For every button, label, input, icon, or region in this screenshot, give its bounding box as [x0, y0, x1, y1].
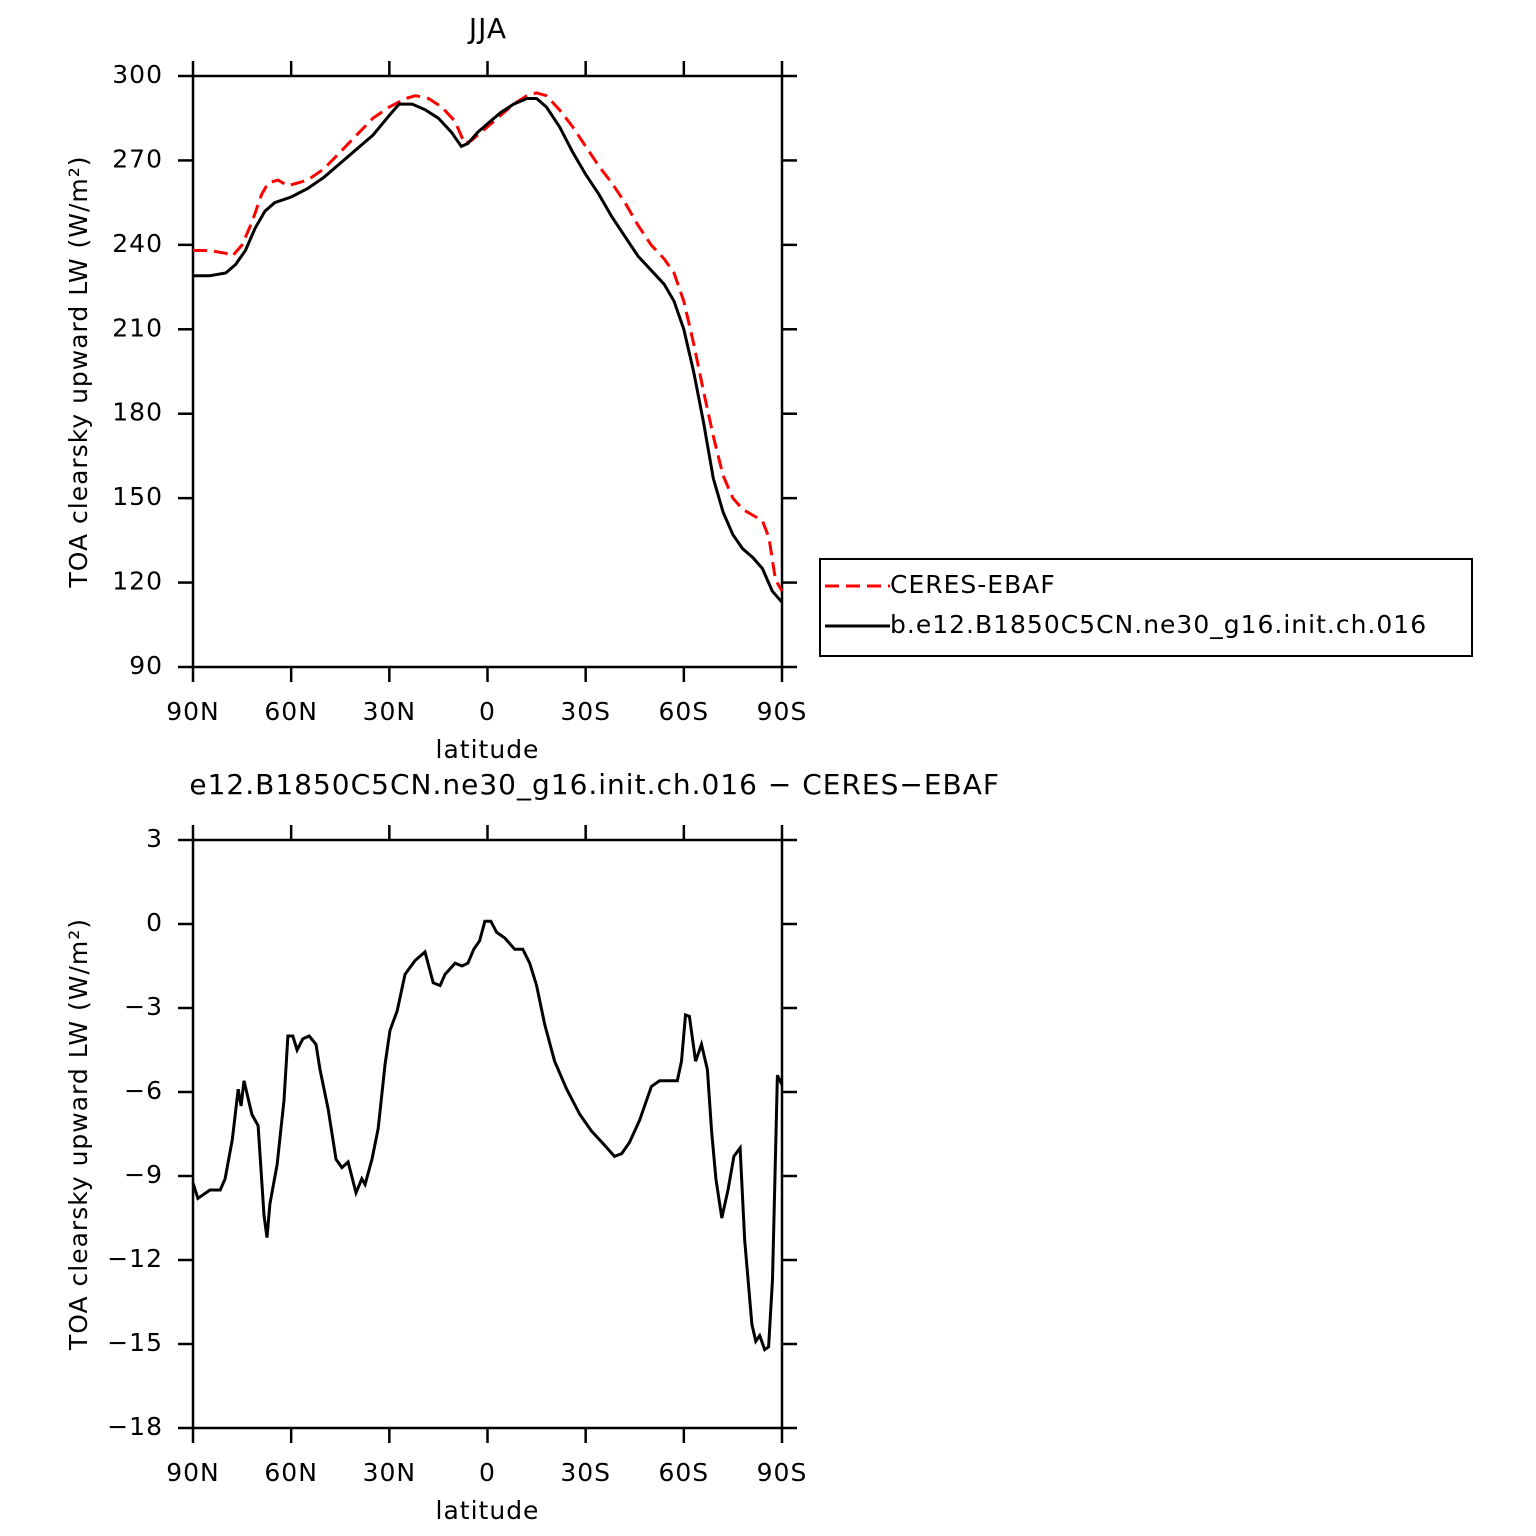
- x-tick-label: 90S: [757, 1458, 808, 1487]
- y-tick-label: −3: [124, 992, 163, 1021]
- y-tick-label: 240: [112, 229, 163, 258]
- x-tick-label: 90S: [757, 697, 808, 726]
- y-tick-label: 0: [146, 908, 163, 937]
- y-tick-label: 300: [112, 60, 163, 89]
- y-tick-label: −15: [107, 1328, 163, 1357]
- x-tick-label: 60N: [264, 1458, 318, 1487]
- x-axis-label: latitude: [436, 1496, 540, 1525]
- y-tick-label: 120: [112, 567, 163, 596]
- y-tick-label: 180: [112, 398, 163, 427]
- chart-title: JJA: [467, 12, 507, 45]
- y-tick-label: −18: [107, 1412, 163, 1441]
- x-tick-label: 0: [479, 697, 496, 726]
- y-tick-label: −12: [107, 1244, 163, 1273]
- x-tick-label: 30N: [363, 1458, 417, 1487]
- y-tick-label: 90: [129, 651, 163, 680]
- x-tick-label: 30N: [363, 697, 417, 726]
- x-tick-label: 30S: [560, 1458, 611, 1487]
- y-axis-label: TOA clearsky upward LW (W/m²): [64, 155, 93, 588]
- x-tick-label: 30S: [560, 697, 611, 726]
- chart-title: e12.B1850C5CN.ne30_g16.init.ch.016 − CER…: [189, 768, 1000, 801]
- y-tick-label: −6: [124, 1076, 163, 1105]
- x-tick-label: 60S: [658, 697, 709, 726]
- x-tick-label: 90N: [166, 1458, 220, 1487]
- y-tick-label: 210: [112, 313, 163, 342]
- x-axis-label: latitude: [436, 735, 540, 764]
- x-tick-label: 90N: [166, 697, 220, 726]
- series-line: [193, 97, 784, 604]
- series-line: [193, 91, 784, 592]
- y-axis-label: TOA clearsky upward LW (W/m²): [64, 918, 93, 1351]
- x-tick-label: 60S: [658, 1458, 709, 1487]
- y-tick-label: 270: [112, 144, 163, 173]
- legend-box: [819, 558, 1473, 657]
- legend-label: CERES-EBAF: [890, 570, 1056, 599]
- y-tick-label: 3: [146, 824, 163, 853]
- x-tick-label: 60N: [264, 697, 318, 726]
- series-line: [191, 919, 784, 1352]
- legend-label: b.e12.B1850C5CN.ne30_g16.init.ch.016: [890, 610, 1427, 639]
- y-tick-label: 150: [112, 482, 163, 511]
- y-tick-label: −9: [124, 1160, 163, 1189]
- x-tick-label: 0: [479, 1458, 496, 1487]
